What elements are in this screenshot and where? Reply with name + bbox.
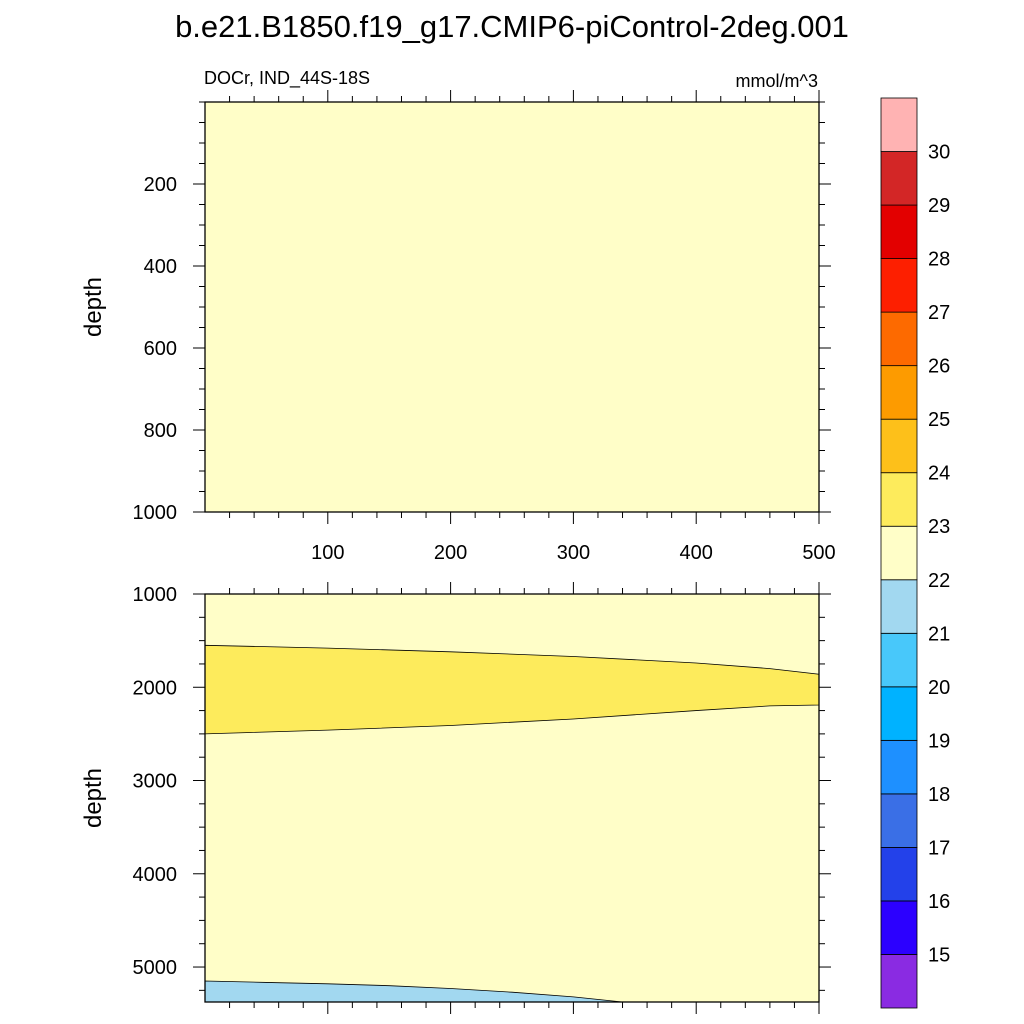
colorbar-label: 18 xyxy=(928,784,950,806)
upper-ytick-label: 1000 xyxy=(133,502,178,524)
colorbar-label: 30 xyxy=(928,142,950,164)
colorbar-swatch xyxy=(880,847,918,902)
colorbar-swatch xyxy=(880,900,918,955)
colorbar-label: 24 xyxy=(928,463,950,485)
lower-ylabel: depth xyxy=(80,768,107,828)
upper-ytick-label: 400 xyxy=(144,256,177,278)
colorbar-swatch xyxy=(880,954,918,1009)
lower-panel: 1000 2000 3000 4000 5000 depth xyxy=(80,582,831,1014)
xtick-label: 500 xyxy=(802,542,835,564)
colorbar-label: 23 xyxy=(928,516,950,538)
upper-panel: 200 400 600 800 1000 depth xyxy=(80,90,831,524)
colorbar-swatch xyxy=(880,472,918,527)
upper-ytick-label: 200 xyxy=(144,174,177,196)
colorbar: 15 16 17 18 19 20 21 22 23 24 25 26 27 28 29 30 xyxy=(880,97,950,1009)
figure-title: b.e21.B1850.f19_g17.CMIP6-piControl-2deg… xyxy=(175,9,849,44)
colorbar-swatch xyxy=(880,579,918,634)
colorbar-swatch xyxy=(880,365,918,420)
colorbar-swatch xyxy=(880,739,918,795)
colorbar-label: 16 xyxy=(928,891,950,913)
colorbar-label: 27 xyxy=(928,302,950,324)
colorbar-label: 26 xyxy=(928,356,950,378)
colorbar-label: 21 xyxy=(928,623,950,645)
colorbar-swatch xyxy=(880,418,918,474)
colorbar-swatch xyxy=(880,151,918,206)
colorbar-swatch xyxy=(880,258,918,313)
colorbar-swatch xyxy=(880,204,918,259)
colorbar-swatch xyxy=(880,793,918,848)
xtick-label: 100 xyxy=(311,542,344,564)
colorbar-swatch xyxy=(880,632,918,688)
lower-ytick-label: 3000 xyxy=(133,771,178,793)
lower-ytick-label: 4000 xyxy=(133,864,178,886)
lower-frame xyxy=(204,593,820,1003)
colorbar-label: 25 xyxy=(928,409,950,431)
upper-ylabel: depth xyxy=(80,277,107,337)
colorbar-label: 17 xyxy=(928,837,950,859)
colorbar-label: 22 xyxy=(928,570,950,592)
colorbar-label: 29 xyxy=(928,195,950,217)
colorbar-label: 19 xyxy=(928,730,950,752)
lower-ytick-label: 1000 xyxy=(133,584,178,606)
xtick-label: 400 xyxy=(680,542,713,564)
colorbar-swatch xyxy=(880,311,918,367)
upper-ytick-label: 600 xyxy=(144,338,177,360)
lower-ytick-label: 5000 xyxy=(133,957,178,979)
xtick-label: 300 xyxy=(557,542,590,564)
upper-background-fill xyxy=(205,102,819,512)
variable-label: DOCr, IND_44S-18S xyxy=(204,68,370,89)
colorbar-swatch xyxy=(880,686,918,741)
colorbar-swatch xyxy=(880,97,918,152)
x-axis-labels: 100 200 300 400 500 xyxy=(311,542,836,564)
xtick-label: 200 xyxy=(434,542,467,564)
colorbar-label: 28 xyxy=(928,249,950,271)
colorbar-label: 20 xyxy=(928,677,950,699)
upper-ytick-label: 800 xyxy=(144,420,177,442)
units-label: mmol/m^3 xyxy=(736,71,818,91)
colorbar-label: 15 xyxy=(928,944,950,966)
lower-ytick-label: 2000 xyxy=(133,677,178,699)
colorbar-swatch xyxy=(880,525,918,581)
